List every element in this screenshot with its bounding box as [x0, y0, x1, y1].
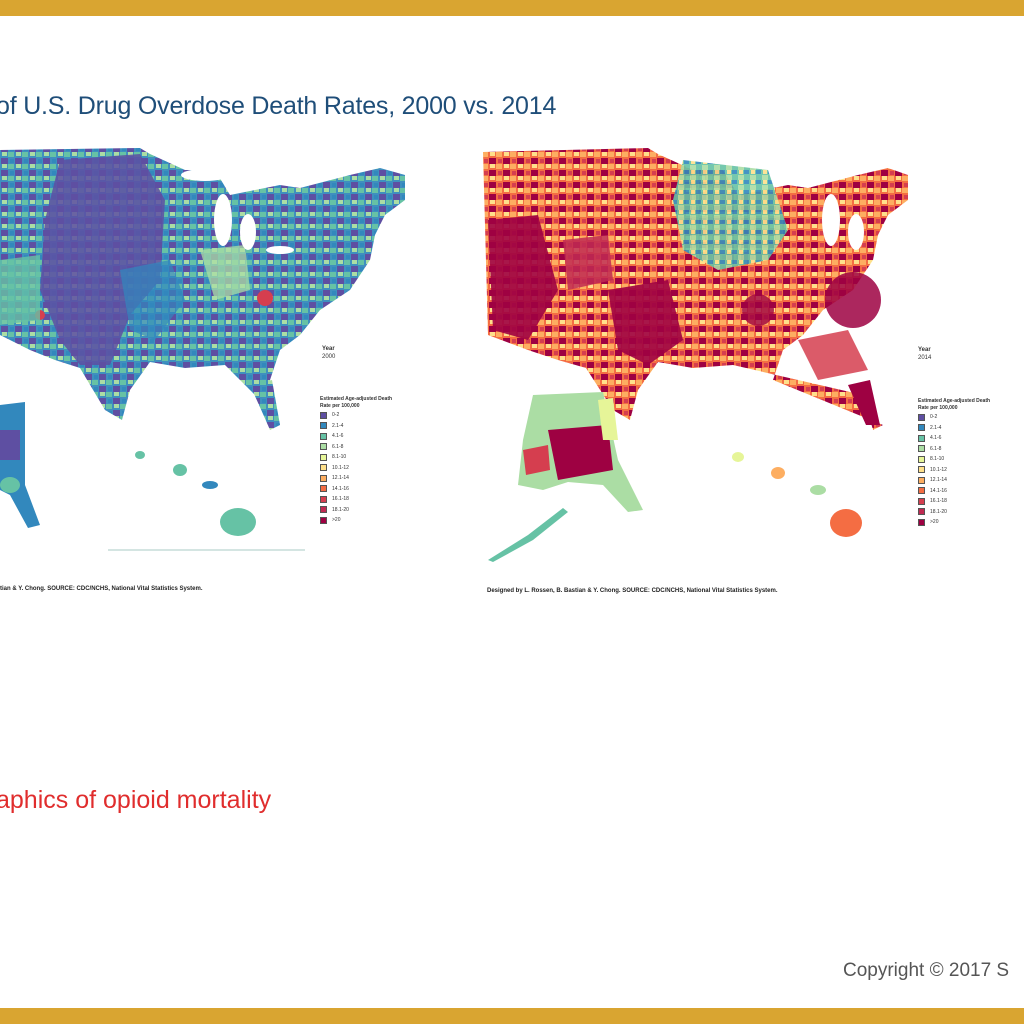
- top-accent-bar: [0, 0, 1024, 16]
- map-2014-graphic: [483, 148, 908, 562]
- legend-item: 10.1-12: [320, 463, 400, 474]
- map-2014: [468, 140, 908, 570]
- year-block-2014-label: Year 2014: [918, 346, 931, 362]
- legend-item: 14.1-16: [918, 486, 998, 497]
- copyright-notice: Copyright © 2017 S: [843, 960, 1010, 981]
- legend-swatch: [320, 474, 327, 482]
- legend-swatch: [918, 434, 925, 442]
- legend-item: 0-2: [320, 410, 400, 421]
- legend-item: 14.1-16: [320, 484, 400, 495]
- legend-2000: Estimated Age-adjusted Death Rate per 10…: [320, 396, 400, 526]
- legend-swatch: [320, 453, 327, 461]
- slide-title: of U.S. Drug Overdose Death Rates, 2000 …: [0, 92, 557, 120]
- legend-item: >20: [320, 515, 400, 526]
- legend-title: Estimated Age-adjusted Death Rate per 10…: [918, 398, 991, 411]
- legend-swatch: [918, 424, 925, 432]
- legend-swatch: [918, 487, 925, 495]
- legend-item: 16.1-18: [918, 496, 998, 507]
- year-value: 2014: [918, 355, 932, 361]
- contiguous-us-shape-2014: [483, 148, 908, 430]
- map-2000-graphic: [0, 148, 405, 551]
- slide-subtitle: aphics of opioid mortality: [0, 786, 272, 814]
- legend-swatch: [918, 508, 925, 516]
- legend-swatch: [918, 518, 925, 526]
- map-2000: Year 2000 Estimated Age-adjusted Death R…: [0, 140, 420, 592]
- legend-item: >20: [918, 517, 998, 528]
- legend-2014: Estimated Age-adjusted Death Rate per 10…: [918, 398, 998, 528]
- legend-item: 8.1-10: [320, 452, 400, 463]
- year-block-2000: Year 2000: [322, 345, 335, 361]
- legend-swatch: [320, 495, 327, 503]
- legend-items: 0-2 2.1-4 4.1-6 6.1-8 8.1-10 10.1-12 12.…: [918, 412, 998, 528]
- legend-item: 10.1-12: [918, 465, 998, 476]
- legend-items: 0-2 2.1-4 4.1-6 6.1-8 8.1-10 10.1-12 12.…: [320, 410, 400, 526]
- legend-swatch: [320, 516, 327, 524]
- bottom-accent-bar: [0, 1008, 1024, 1024]
- legend-swatch: [320, 432, 327, 440]
- legend-swatch: [320, 443, 327, 451]
- year-label: Year: [918, 347, 931, 353]
- map-credit-2014: Designed by L. Rossen, B. Bastian & Y. C…: [487, 588, 778, 594]
- legend-swatch: [320, 506, 327, 514]
- legend-item: 12.1-14: [320, 473, 400, 484]
- legend-item: 0-2: [918, 412, 998, 423]
- legend-item: 8.1-10: [918, 454, 998, 465]
- legend-swatch: [918, 413, 925, 421]
- legend-swatch: [320, 485, 327, 493]
- map-credit-2000: tian & Y. Chong. SOURCE: CDC/NCHS, Natio…: [0, 586, 203, 592]
- legend-item: 2.1-4: [320, 421, 400, 432]
- legend-item: 2.1-4: [918, 423, 998, 434]
- legend-item: 18.1-20: [918, 507, 998, 518]
- legend-item: 6.1-8: [320, 442, 400, 453]
- legend-item: 6.1-8: [918, 444, 998, 455]
- legend-title: Estimated Age-adjusted Death Rate per 10…: [320, 396, 393, 409]
- year-label: Year: [322, 346, 335, 352]
- legend-swatch: [918, 455, 925, 463]
- legend-item: 12.1-14: [918, 475, 998, 486]
- legend-swatch: [320, 422, 327, 430]
- legend-swatch: [918, 476, 925, 484]
- legend-swatch: [918, 466, 925, 474]
- legend-item: 16.1-18: [320, 494, 400, 505]
- legend-item: 4.1-6: [320, 431, 400, 442]
- legend-swatch: [320, 464, 327, 472]
- year-value: 2000: [322, 354, 336, 360]
- legend-swatch: [918, 445, 925, 453]
- legend-swatch: [918, 497, 925, 505]
- legend-swatch: [320, 411, 327, 419]
- legend-item: 18.1-20: [320, 505, 400, 516]
- legend-item: 4.1-6: [918, 433, 998, 444]
